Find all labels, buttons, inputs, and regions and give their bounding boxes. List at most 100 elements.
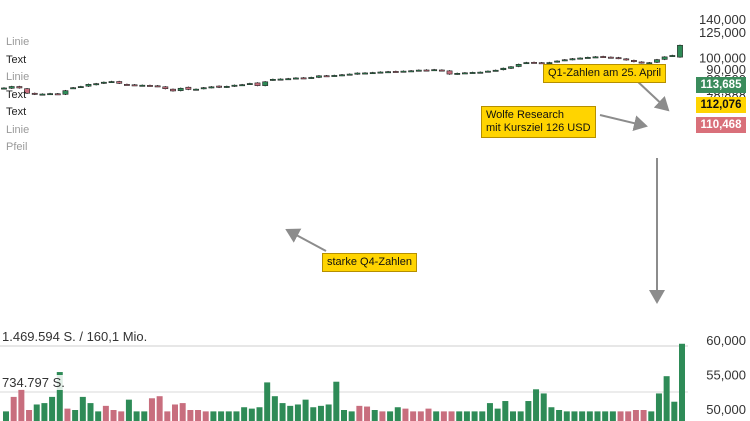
candle-body bbox=[485, 70, 491, 73]
volume-bar bbox=[187, 410, 194, 421]
volume-bars bbox=[3, 343, 685, 421]
volume-bar bbox=[56, 372, 63, 421]
volume-bar bbox=[79, 396, 86, 421]
candle-body bbox=[131, 84, 138, 87]
volume-bar bbox=[248, 408, 255, 421]
tool-text-2[interactable]: Text bbox=[6, 88, 27, 101]
candle-body bbox=[208, 86, 215, 89]
candle-body bbox=[623, 58, 630, 61]
candle-body bbox=[124, 84, 130, 86]
volume-mid-label: 734.797 S. bbox=[2, 375, 65, 390]
volume-bar bbox=[179, 403, 186, 421]
volume-bar bbox=[640, 410, 647, 421]
annotation-q1[interactable]: Q1-Zahlen am 25. April bbox=[543, 64, 667, 83]
candle-body bbox=[24, 88, 30, 94]
volume-bar bbox=[310, 407, 317, 421]
volume-bar bbox=[425, 408, 432, 421]
volume-bar bbox=[26, 410, 33, 421]
candle-body bbox=[577, 57, 584, 60]
candle-body bbox=[70, 87, 77, 90]
arrow-q4 bbox=[285, 228, 327, 252]
y-tick-label: 90,000 bbox=[706, 62, 746, 77]
volume-bar bbox=[402, 408, 409, 421]
candle-body bbox=[8, 86, 15, 89]
annotation-arrows bbox=[285, 79, 670, 304]
candle-body bbox=[162, 86, 169, 90]
volume-bar bbox=[341, 410, 347, 421]
volume-bar bbox=[663, 376, 670, 421]
y-tick-label: 125,000 bbox=[699, 25, 746, 40]
volume-bar bbox=[410, 411, 417, 421]
candle-body bbox=[139, 84, 146, 87]
candle-body bbox=[231, 84, 238, 87]
grid-lines bbox=[0, 345, 688, 393]
tool-text-3[interactable]: Text bbox=[6, 106, 27, 118]
candle-body bbox=[1, 87, 7, 90]
candle-body bbox=[392, 71, 399, 73]
candle-body bbox=[531, 62, 537, 64]
volume-bar bbox=[563, 411, 570, 421]
candle-body bbox=[108, 81, 115, 84]
tool-text-1[interactable]: Text bbox=[6, 53, 27, 66]
candle-body bbox=[408, 70, 415, 73]
candle-body bbox=[170, 88, 176, 92]
candle-body bbox=[677, 44, 683, 58]
candle-body bbox=[93, 83, 100, 86]
y-tick-label: 60,000 bbox=[706, 333, 746, 348]
candle-body bbox=[216, 85, 222, 88]
candle-body bbox=[277, 78, 284, 81]
candle-body bbox=[47, 93, 53, 96]
volume-bar bbox=[72, 410, 79, 421]
volume-bar bbox=[141, 411, 148, 421]
y-tick-label: 140,000 bbox=[699, 12, 746, 27]
annotation-wolfe[interactable]: Wolfe Research mit Kursziel 126 USD bbox=[481, 106, 596, 138]
candle-body bbox=[262, 81, 269, 86]
candle-body bbox=[154, 85, 161, 88]
candle-body bbox=[31, 92, 38, 95]
volume-bar bbox=[10, 396, 17, 421]
candle-body bbox=[454, 73, 461, 75]
candle-body bbox=[223, 86, 230, 88]
volume-bar bbox=[609, 411, 616, 421]
volume-bar bbox=[202, 411, 209, 421]
volume-bar bbox=[118, 411, 125, 421]
drawing-tools-list: Linie Text Linie Text Text Linie Pfeil bbox=[6, 34, 29, 157]
annotation-wolfe-line2: mit Kursziel 126 USD bbox=[486, 122, 591, 134]
volume-bar bbox=[371, 410, 378, 421]
tool-pfeil[interactable]: Pfeil bbox=[6, 141, 28, 153]
candle-body bbox=[177, 87, 184, 91]
candle-body bbox=[323, 75, 330, 78]
volume-bar bbox=[525, 401, 532, 421]
volume-bar bbox=[148, 398, 155, 421]
candle-body bbox=[293, 77, 299, 80]
candle-body bbox=[200, 87, 207, 90]
volume-bar bbox=[33, 404, 40, 421]
candle-body bbox=[377, 71, 384, 74]
candle-body bbox=[254, 82, 261, 86]
volume-bar bbox=[533, 389, 540, 421]
candle-body bbox=[331, 75, 338, 77]
candle-body bbox=[354, 72, 361, 75]
candle-body bbox=[385, 71, 391, 74]
tool-linie-3[interactable]: Linie bbox=[6, 123, 30, 136]
volume-bar bbox=[364, 406, 371, 421]
candle-body bbox=[646, 62, 653, 65]
candle-body bbox=[508, 66, 514, 69]
volume-bar bbox=[471, 411, 478, 421]
candle-body bbox=[669, 55, 676, 57]
candle-body bbox=[515, 64, 522, 67]
volume-bar bbox=[233, 411, 240, 421]
annotation-q4[interactable]: starke Q4-Zahlen bbox=[322, 253, 417, 272]
volume-bar bbox=[49, 396, 56, 421]
tool-linie-2[interactable]: Linie bbox=[6, 71, 30, 83]
volume-bar bbox=[632, 410, 639, 421]
volume-bar bbox=[417, 411, 424, 421]
candle-body bbox=[569, 58, 576, 61]
volume-bar bbox=[271, 396, 278, 421]
volume-bar bbox=[356, 405, 363, 421]
candle-body bbox=[246, 83, 253, 85]
volume-bar bbox=[671, 401, 678, 421]
tool-linie-1[interactable]: Linie bbox=[6, 36, 30, 48]
volume-bar bbox=[241, 407, 248, 421]
candle-body bbox=[100, 81, 107, 84]
